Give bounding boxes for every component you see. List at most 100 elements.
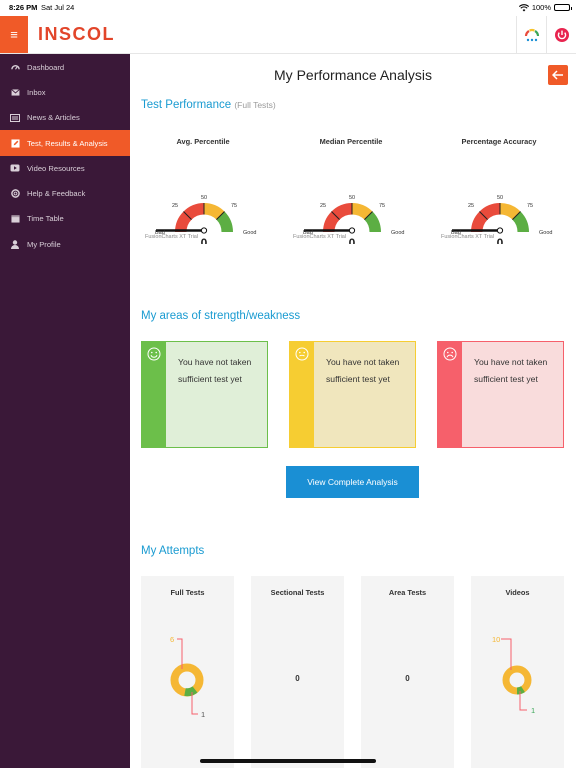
status-right: 100% [518, 3, 572, 12]
attempts-heading: My Attempts [141, 545, 205, 557]
card-text: You have not taken sufficient test yet [326, 357, 400, 384]
sidebar-item-profile[interactable]: My Profile [0, 232, 130, 257]
sidebar-item-label: News & Articles [27, 113, 80, 123]
sidebar-item-label: Dashboard [27, 62, 65, 72]
tick-bad: Bad [303, 230, 313, 236]
attempt-title: Full Tests [170, 588, 205, 597]
tick-25: 25 [172, 203, 178, 209]
strength-card: You have not taken sufficient test yet [141, 341, 268, 448]
gauge-value: 0 [349, 236, 356, 244]
sidebar-item-inbox[interactable]: Inbox [0, 80, 130, 105]
edit-icon [10, 138, 20, 148]
sidebar-item-label: Test, Results & Analysis [27, 138, 108, 148]
gauge-title: Median Percentile [319, 137, 383, 146]
sidebar-item-dashboard[interactable]: Dashboard [0, 55, 130, 80]
tick-bad: Bad [155, 230, 165, 236]
attempt-card-videos: Videos 10 1 [471, 576, 564, 768]
trial-watermark: FusionCharts XT Trial [145, 234, 199, 240]
sidebar-item-news[interactable]: News & Articles [0, 105, 130, 130]
arrow-left-icon [552, 70, 563, 80]
sidebar-item-test-results[interactable]: Test, Results & Analysis [0, 130, 130, 156]
gauge-dial: 25 50 75 Bad Good 0 [155, 195, 256, 244]
attempt-donut: 10 1 [492, 635, 535, 715]
test-performance-subtitle: (Full Tests) [234, 100, 276, 110]
attempt-title: Videos [505, 588, 530, 597]
neutral-card: You have not taken sufficient test yet [289, 341, 416, 448]
neutral-face-icon [295, 347, 309, 361]
performance-gauge-icon [524, 28, 539, 41]
gauge-dial: 25 50 75 Bad Good 0 [303, 195, 404, 244]
attempted-label: 10 [492, 635, 500, 644]
menu-button[interactable]: ≡ [0, 16, 28, 53]
tick-25: 25 [468, 203, 474, 209]
card-strip [142, 342, 166, 447]
attempt-card-full-tests: Full Tests 6 1 [141, 576, 234, 768]
tick-bad: Bad [451, 230, 461, 236]
sidebar-item-video[interactable]: Video Resources [0, 156, 130, 181]
attempt-center-value: 0 [405, 674, 410, 683]
wifi-icon [518, 3, 529, 11]
tick-good: Good [539, 230, 552, 236]
app-header: ≡ INSCOL [0, 16, 576, 54]
card-text: You have not taken sufficient test yet [178, 357, 252, 384]
trial-watermark: FusionCharts XT Trial [293, 234, 347, 240]
sidebar-item-label: Video Resources [27, 163, 85, 173]
user-icon [10, 240, 20, 249]
tick-50: 50 [349, 195, 355, 201]
tick-good: Good [391, 230, 404, 236]
power-icon [554, 27, 569, 42]
newspaper-icon [10, 113, 20, 122]
sidebar-item-timetable[interactable]: Time Table [0, 206, 130, 231]
gauge-percentage-accuracy: Percentage Accuracy 25 50 75 Bad Good 0 … [434, 134, 564, 244]
video-icon [10, 164, 20, 172]
tick-good: Good [243, 230, 256, 236]
gauge-dial: 25 50 75 Bad Good 0 [451, 195, 552, 244]
gauge-avg-percentile: Avg. Percentile 25 50 75 Bad Good 0 Fusi… [138, 134, 268, 244]
envelope-icon [10, 89, 20, 96]
home-indicator[interactable] [200, 759, 376, 763]
dashboard-icon [10, 63, 20, 72]
tick-50: 50 [497, 195, 503, 201]
other-label: 1 [531, 706, 535, 715]
tick-75: 75 [527, 203, 533, 209]
attempt-donut: 6 1 [170, 635, 205, 719]
gauge-median-percentile: Median Percentile 25 50 75 Bad Good 0 Fu… [286, 134, 416, 244]
tick-75: 75 [379, 203, 385, 209]
hamburger-icon: ≡ [10, 27, 18, 42]
gauge-value: 0 [497, 236, 504, 244]
page-title: My Performance Analysis [274, 67, 432, 83]
attempt-card-sectional-tests: Sectional Tests 0 [251, 576, 344, 768]
sidebar-item-label: Time Table [27, 214, 64, 224]
back-button[interactable] [548, 65, 568, 85]
status-date: Sat Jul 24 [41, 3, 75, 12]
frown-icon [443, 347, 457, 361]
battery-percent: 100% [531, 3, 551, 12]
attempt-title: Area Tests [388, 588, 427, 597]
attempt-card-area-tests: Area Tests 0 [361, 576, 454, 768]
weakness-card: You have not taken sufficient test yet [437, 341, 564, 448]
tick-50: 50 [201, 195, 207, 201]
sidebar-item-label: My Profile [27, 239, 61, 249]
performance-gauge-button[interactable] [516, 16, 546, 53]
test-performance-heading: Test Performance (Full Tests) [141, 99, 276, 111]
tick-75: 75 [231, 203, 237, 209]
logout-button[interactable] [546, 16, 576, 53]
gauge-value: 0 [201, 236, 208, 244]
lifebuoy-icon [10, 189, 20, 198]
gauge-title: Avg. Percentile [176, 137, 230, 146]
view-complete-analysis-button[interactable]: View Complete Analysis [286, 466, 419, 498]
gauge-title: Percentage Accuracy [461, 137, 537, 146]
test-performance-title: Test Performance [141, 99, 232, 111]
attempt-center-value: 0 [295, 674, 300, 683]
header-actions [516, 16, 576, 53]
smile-icon [147, 347, 161, 361]
sidebar: Dashboard Inbox News & Articles Test, Re… [0, 54, 130, 768]
card-strip [438, 342, 462, 447]
sidebar-item-label: Inbox [27, 87, 46, 97]
other-label: 1 [201, 710, 205, 719]
sidebar-item-help[interactable]: Help & Feedback [0, 181, 130, 206]
attempt-title: Sectional Tests [270, 588, 325, 597]
sidebar-item-label: Help & Feedback [27, 189, 86, 199]
battery-icon [554, 4, 572, 11]
tick-25: 25 [320, 203, 326, 209]
